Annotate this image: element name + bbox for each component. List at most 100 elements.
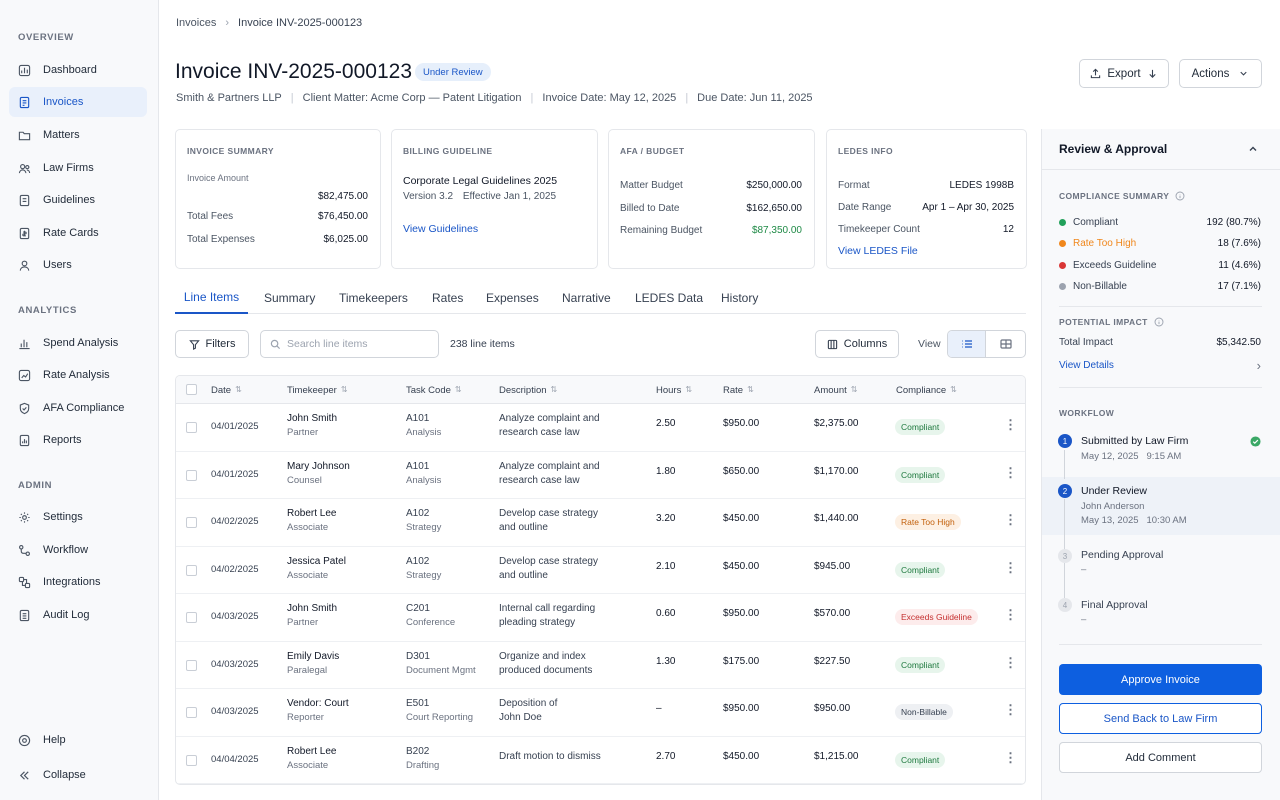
tab-expenses[interactable]: Expenses xyxy=(486,290,539,305)
row-menu-icon[interactable]: ⋮ xyxy=(1004,464,1017,480)
sidebar-item-afa-compliance[interactable]: AFA Compliance xyxy=(9,393,147,423)
tab-narrative[interactable]: Narrative xyxy=(562,290,611,305)
task-code: C201 xyxy=(406,603,430,614)
list-view-button[interactable] xyxy=(948,331,986,357)
tab-ledes-data[interactable]: LEDES Data xyxy=(635,290,704,305)
table-row[interactable]: 04/02/2025 Robert Lee Associate A102 Strateg… xyxy=(176,499,1025,547)
sidebar-item-rate-cards[interactable]: Rate Cards xyxy=(9,218,147,248)
compliance-label-group: Non-Billable xyxy=(1059,281,1127,292)
table-row[interactable]: 04/01/2025 Mary Johnson Counsel A101 Analysi… xyxy=(176,452,1025,499)
sidebar-item-reports[interactable]: Reports xyxy=(9,425,147,455)
table-row[interactable]: 04/03/2025 Emily Davis Paralegal D301 Docume… xyxy=(176,642,1025,689)
sidebar-item-law-firms[interactable]: Law Firms xyxy=(9,153,147,183)
sidebar-item-invoices[interactable]: Invoices xyxy=(9,87,147,117)
task-code-desc: Analysis xyxy=(406,427,442,438)
row-checkbox[interactable] xyxy=(186,659,197,671)
sort-icon: ⇅ xyxy=(550,385,558,394)
column-header-rate[interactable]: Rate ⇅ xyxy=(723,376,754,404)
row-checkbox[interactable] xyxy=(186,422,197,433)
row-checkbox[interactable] xyxy=(186,517,197,528)
sidebar-item-spend-analysis[interactable]: Spend Analysis xyxy=(9,328,147,358)
sidebar-item-rate-analysis[interactable]: Rate Analysis xyxy=(9,360,147,390)
task-code-desc: Conference xyxy=(406,617,456,628)
columns-button[interactable]: Columns xyxy=(815,330,899,358)
sidebar-collapse-button[interactable]: Collapse xyxy=(9,760,147,790)
column-header-task-code[interactable]: Task Code ⇅ xyxy=(406,376,462,404)
sidebar-item-label: Users xyxy=(43,259,72,271)
column-header-hours[interactable]: Hours ⇅ xyxy=(656,376,692,404)
row-checkbox[interactable] xyxy=(186,469,197,481)
export-icon xyxy=(1091,68,1101,79)
sidebar-item-label: Guidelines xyxy=(43,194,95,206)
send-back-button[interactable]: Send Back to Law Firm xyxy=(1059,703,1262,734)
summary-row: Invoice Amount xyxy=(187,173,368,183)
breadcrumb-invoices-link[interactable]: Invoices xyxy=(176,17,217,29)
description-line: produced documents xyxy=(499,664,593,676)
row-menu-icon[interactable]: ⋮ xyxy=(1004,417,1017,432)
view-ledes-file-link[interactable]: View LEDES File xyxy=(838,245,918,257)
table-row[interactable]: 04/03/2025 John Smith Partner C201 Conferenc… xyxy=(176,594,1025,642)
view-details-link[interactable]: View Details › xyxy=(1059,358,1261,373)
row-menu-icon[interactable]: ⋮ xyxy=(1004,607,1017,622)
step-time: – xyxy=(1081,614,1087,625)
row-menu-icon[interactable]: ⋮ xyxy=(1004,559,1017,575)
row-checkbox[interactable] xyxy=(186,754,197,766)
task-code-desc: Drafting xyxy=(406,759,440,771)
filters-button[interactable]: Filters xyxy=(175,330,249,358)
timekeeper-name: Jessica Patel xyxy=(287,555,346,567)
table-row[interactable]: 04/02/2025 Jessica Patel Associate A102 Stra… xyxy=(176,547,1025,594)
row-menu-icon[interactable]: ⋮ xyxy=(1004,512,1017,527)
tab-line-items[interactable]: Line Items xyxy=(175,281,248,314)
select-all-checkbox[interactable] xyxy=(186,384,197,395)
row-checkbox[interactable] xyxy=(186,564,197,576)
sidebar-item-dashboard[interactable]: Dashboard xyxy=(9,55,147,85)
row-checkbox[interactable] xyxy=(186,707,197,718)
sidebar-item-label: AFA Compliance xyxy=(43,402,125,414)
sidebar-item-matters[interactable]: Matters xyxy=(9,120,147,150)
actions-button[interactable]: Actions xyxy=(1179,59,1262,88)
export-button[interactable]: Export xyxy=(1079,59,1169,88)
row-checkbox[interactable] xyxy=(186,612,197,623)
chevron-up-icon[interactable] xyxy=(1247,143,1259,155)
tab-timekeepers[interactable]: Timekeepers xyxy=(339,290,408,305)
column-header-description[interactable]: Description ⇅ xyxy=(499,376,557,404)
sidebar-item-workflow[interactable]: Workflow xyxy=(9,535,147,565)
cell-timekeeper: John Smith Partner xyxy=(287,412,337,440)
tab-rates[interactable]: Rates xyxy=(432,290,464,305)
table-row[interactable]: 04/01/2025 John Smith Partner A101 Analysis A… xyxy=(176,404,1025,452)
meta-divider: | xyxy=(685,92,689,104)
add-comment-button[interactable]: Add Comment xyxy=(1059,742,1262,773)
sidebar-item-help[interactable]: Help xyxy=(9,725,147,755)
search-input[interactable] xyxy=(287,338,427,350)
description-line: Draft motion to dismiss xyxy=(499,750,601,762)
row-menu-icon[interactable]: ⋮ xyxy=(1004,654,1017,670)
sidebar-item-settings[interactable]: Settings xyxy=(9,502,147,532)
task-code: A102 xyxy=(406,508,430,519)
column-header-timekeeper[interactable]: Timekeeper ⇅ xyxy=(287,376,348,404)
sidebar-item-guidelines[interactable]: Guidelines xyxy=(9,185,147,215)
row-menu-icon[interactable]: ⋮ xyxy=(1004,749,1017,765)
guideline-effective: Effective Jan 1, 2025 xyxy=(462,191,557,202)
summary-label: Total Expenses xyxy=(187,234,255,245)
budget-label: Remaining Budget xyxy=(620,225,703,236)
grid-view-button[interactable] xyxy=(986,331,1025,357)
timekeeper-role: Paralegal xyxy=(287,664,328,676)
line-items-table: Date ⇅ Timekeeper ⇅ Task Code ⇅ Description… xyxy=(175,375,1026,785)
column-header-compliance[interactable]: Compliance ⇅ xyxy=(896,376,957,404)
sidebar-item-users[interactable]: Users xyxy=(9,250,147,280)
tab-summary[interactable]: Summary xyxy=(264,290,316,305)
row-menu-icon[interactable]: ⋮ xyxy=(1004,702,1017,717)
approve-invoice-button[interactable]: Approve Invoice xyxy=(1059,664,1262,695)
cell-description: Draft motion to dismiss xyxy=(499,750,601,764)
due-date: Due Date: Jun 11, 2025 xyxy=(697,92,813,104)
column-header-date[interactable]: Date ⇅ xyxy=(211,376,242,404)
tab-history[interactable]: History xyxy=(721,290,759,305)
sidebar-item-integrations[interactable]: Integrations xyxy=(9,567,147,597)
sidebar-item-label: Law Firms xyxy=(43,162,94,174)
table-row[interactable]: 04/04/2025 Robert Lee Associate B202 Draftin… xyxy=(176,737,1025,784)
view-guidelines-link[interactable]: View Guidelines xyxy=(403,223,479,235)
column-header-amount[interactable]: Amount ⇅ xyxy=(814,376,857,404)
sidebar-item-audit-log[interactable]: Audit Log xyxy=(9,600,147,630)
table-row[interactable]: 04/03/2025 Vendor: Court Reporter E501 Court… xyxy=(176,689,1025,737)
compliance-badge: Compliant xyxy=(895,751,946,768)
